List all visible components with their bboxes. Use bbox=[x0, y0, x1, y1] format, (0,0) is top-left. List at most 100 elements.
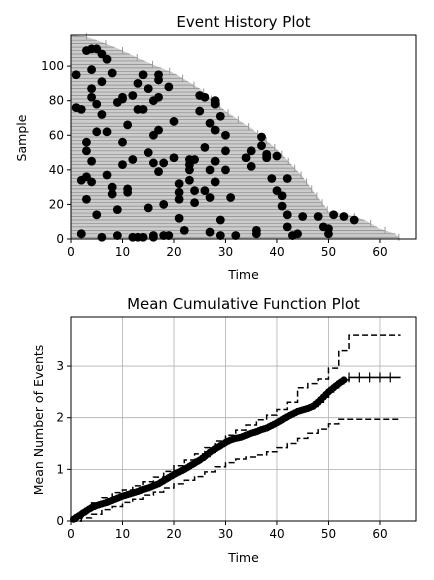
event-point bbox=[164, 82, 174, 92]
event-point bbox=[313, 212, 323, 221]
x-tick-label: 0 bbox=[67, 527, 75, 541]
event-point bbox=[107, 68, 117, 78]
x-tick-label: 30 bbox=[218, 527, 233, 541]
event-point bbox=[195, 106, 205, 116]
event-point bbox=[107, 182, 117, 192]
plot-frame bbox=[70, 34, 417, 240]
event-point bbox=[215, 215, 225, 225]
y-tick-label: 1 bbox=[56, 462, 64, 476]
event-point bbox=[118, 137, 127, 147]
y-tick-label: 3 bbox=[56, 359, 64, 373]
x-tick-label: 40 bbox=[269, 245, 284, 259]
mcf-point bbox=[317, 396, 325, 404]
event-point bbox=[164, 231, 174, 240]
event-point bbox=[267, 174, 277, 183]
event-point bbox=[262, 153, 272, 163]
mcf-title: Mean Cumulative Function Plot bbox=[127, 295, 360, 313]
mcf-point bbox=[327, 386, 335, 394]
event-point bbox=[277, 191, 287, 201]
x-tick-label: 10 bbox=[115, 245, 130, 259]
event-point bbox=[82, 137, 91, 147]
event-point bbox=[169, 153, 179, 163]
event-point bbox=[82, 194, 91, 204]
event-point bbox=[128, 155, 138, 164]
event-point bbox=[97, 110, 107, 119]
event-point bbox=[282, 222, 292, 232]
event-point bbox=[210, 99, 220, 109]
event-point bbox=[87, 84, 96, 93]
event-point bbox=[87, 177, 96, 187]
event-point bbox=[251, 229, 261, 239]
mcf-y-ticks: 0 1 2 3 bbox=[56, 359, 71, 528]
event-point bbox=[92, 127, 102, 137]
event-point bbox=[159, 200, 169, 209]
event-point bbox=[257, 141, 266, 151]
event-point bbox=[76, 104, 86, 114]
x-tick-label: 40 bbox=[269, 527, 284, 541]
upper-bound-line bbox=[71, 334, 401, 522]
event-point bbox=[76, 229, 86, 239]
event-point bbox=[154, 167, 163, 176]
event-point bbox=[107, 189, 117, 199]
x-tick-label: 50 bbox=[321, 245, 336, 259]
event-point bbox=[293, 229, 302, 239]
event-point bbox=[329, 210, 339, 220]
x-tick-label: 10 bbox=[115, 527, 130, 541]
y-tick-label: 100 bbox=[41, 59, 64, 73]
mcf-x-ticks: 0 10 20 30 40 50 60 bbox=[67, 521, 388, 541]
event-point bbox=[92, 99, 102, 109]
event-point bbox=[118, 160, 127, 170]
event-point bbox=[221, 165, 230, 175]
event-point bbox=[185, 175, 194, 185]
mcf-point bbox=[322, 390, 330, 399]
event-point bbox=[143, 203, 153, 213]
y-tick-label: 60 bbox=[49, 128, 64, 142]
event-point bbox=[215, 111, 225, 121]
event-point bbox=[154, 125, 163, 135]
mcf-panel: Mean Cumulative Function Plot 0 10 20 30 40 5… bbox=[31, 295, 417, 565]
x-tick-label: 60 bbox=[372, 245, 387, 259]
event-point bbox=[148, 158, 158, 168]
x-tick-label: 30 bbox=[218, 245, 233, 259]
event-point bbox=[102, 127, 112, 137]
y-tick-label: 20 bbox=[49, 197, 64, 211]
event-point bbox=[257, 132, 266, 142]
mcf-point bbox=[193, 458, 201, 466]
event-point bbox=[128, 91, 138, 100]
mcf-point bbox=[75, 512, 83, 520]
mcf-plot-area bbox=[69, 316, 417, 523]
event-history-panel: Event History Plot 0 10 20 30 40 50 60 0 20 40 60… bbox=[14, 13, 417, 282]
x-tick-label: 20 bbox=[166, 245, 181, 259]
event-point bbox=[82, 146, 91, 156]
event-point bbox=[123, 187, 133, 197]
event-point bbox=[174, 213, 184, 223]
event-point bbox=[179, 225, 189, 235]
event-point bbox=[241, 153, 251, 163]
mcf-x-label: Time bbox=[227, 550, 259, 565]
event-history-y-label: Sample bbox=[14, 114, 29, 161]
event-point bbox=[246, 161, 256, 171]
event-point bbox=[221, 146, 230, 156]
event-point bbox=[102, 170, 112, 180]
event-point bbox=[138, 104, 148, 114]
event-point bbox=[221, 130, 230, 140]
event-point bbox=[210, 177, 220, 187]
event-point bbox=[272, 151, 282, 161]
event-point bbox=[226, 193, 236, 202]
event-point bbox=[174, 187, 184, 197]
event-point bbox=[231, 231, 241, 240]
event-history-title: Event History Plot bbox=[176, 13, 310, 31]
event-point bbox=[205, 227, 215, 237]
event-point bbox=[87, 156, 96, 166]
event-point bbox=[200, 92, 210, 102]
event-history-x-label: Time bbox=[227, 267, 259, 282]
event-point bbox=[190, 198, 199, 208]
event-point bbox=[138, 232, 148, 242]
mcf-point bbox=[337, 378, 345, 386]
y-tick-label: 0 bbox=[56, 514, 64, 528]
event-point bbox=[210, 125, 220, 135]
event-point bbox=[97, 232, 107, 242]
event-point bbox=[210, 156, 220, 166]
lower-bound-line bbox=[71, 418, 401, 522]
event-point bbox=[87, 92, 96, 102]
